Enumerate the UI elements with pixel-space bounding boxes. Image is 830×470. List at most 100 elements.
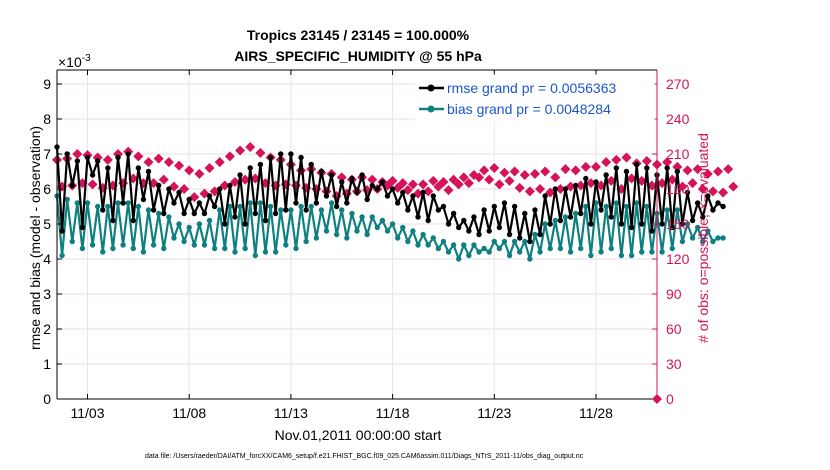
bias-point: [562, 214, 569, 220]
bias-point: [633, 200, 640, 206]
rmse-point: [644, 165, 650, 171]
chart-marks: [52, 142, 739, 404]
bias-point: [262, 249, 269, 255]
rmse-point: [715, 200, 721, 206]
y-tick-label-left: 7: [43, 146, 51, 162]
bias-point: [486, 249, 492, 255]
rmse-point: [181, 210, 187, 217]
rmse-point: [176, 189, 182, 196]
rmse-point: [110, 217, 116, 224]
obs-count-point: [499, 167, 510, 178]
bias-point: [623, 203, 630, 210]
obs-count-point: [723, 164, 734, 175]
y-tick-label-right: 180: [666, 181, 690, 197]
bias-point: [410, 228, 416, 234]
obs-count-point: [179, 184, 190, 194]
rmse-point: [171, 200, 177, 206]
bias-point: [705, 228, 711, 234]
bias-point: [140, 249, 147, 255]
bias-point: [196, 221, 203, 227]
obs-count-point: [453, 179, 464, 190]
y-axis-label-left: rmse and bias (model - observation): [27, 126, 43, 350]
obs-count-point: [641, 156, 652, 166]
bias-point: [461, 242, 467, 248]
obs-count-point: [484, 174, 495, 185]
rmse-point: [232, 214, 238, 220]
obs-count-point: [672, 161, 683, 172]
obs-count-point: [621, 152, 632, 163]
bias-point: [425, 242, 431, 248]
bias-point: [313, 235, 320, 241]
obs-count-point: [494, 179, 505, 190]
y-tick-label-left: 8: [43, 111, 51, 127]
rmse-point: [166, 186, 172, 192]
obs-count-point: [611, 154, 622, 165]
rmse-point: [308, 161, 314, 168]
y-tick-label-right: 0: [666, 391, 674, 407]
rmse-point: [517, 235, 523, 241]
rmse-point: [145, 168, 152, 175]
obs-count-point: [245, 142, 256, 152]
obs-count-point: [143, 157, 154, 168]
rmse-point: [572, 182, 579, 189]
obs-count-point: [474, 172, 485, 183]
bias-point: [430, 235, 436, 241]
obs-count-point: [728, 181, 739, 192]
bias-point: [115, 200, 121, 206]
rmse-point: [440, 203, 447, 210]
x-tick-label: 11/13: [274, 405, 308, 421]
obs-count-point: [702, 168, 713, 179]
bias-point: [166, 214, 172, 220]
bias-point: [694, 224, 701, 231]
bias-point: [511, 238, 518, 245]
rmse-point: [354, 189, 360, 196]
rmse-point: [639, 221, 645, 227]
rmse-point: [593, 179, 599, 185]
obs-count-point: [682, 165, 693, 176]
bias-point: [176, 221, 182, 227]
rmse-point: [242, 221, 248, 227]
rmse-point: [633, 161, 640, 168]
bias-point: [476, 249, 482, 255]
rmse-point: [211, 203, 218, 210]
bias-point: [588, 252, 594, 259]
bias-point: [700, 238, 706, 245]
obs-count-point: [387, 175, 398, 186]
bias-point: [242, 245, 248, 252]
obs-count-point: [667, 174, 678, 185]
rmse-point: [588, 221, 594, 227]
obs-count-point: [560, 164, 571, 175]
bias-point: [415, 242, 421, 248]
y-tick-label-right: 120: [666, 251, 690, 267]
rmse-point: [135, 165, 142, 171]
bias-point: [471, 242, 477, 248]
bias-point: [171, 235, 177, 241]
bias-point: [145, 207, 152, 213]
bias-point: [501, 238, 508, 245]
rmse-point: [323, 193, 330, 199]
bias-point: [420, 231, 426, 238]
bias-point: [506, 252, 513, 259]
x-tick-label: 11/23: [477, 405, 511, 421]
obs-count-point: [397, 178, 408, 189]
rmse-point: [394, 200, 401, 206]
obs-count-point: [153, 153, 164, 164]
obs-count-point: [407, 179, 418, 190]
obs-count-point: [229, 177, 240, 187]
y-tick-label-right: 30: [666, 356, 682, 372]
rmse-point: [496, 224, 503, 231]
rmse-point: [328, 172, 335, 178]
obs-count-point: [174, 160, 185, 171]
rmse-point: [547, 221, 553, 227]
rmse-point: [608, 214, 614, 220]
obs-count-point: [718, 187, 729, 198]
bias-point: [689, 235, 696, 241]
rmse-point: [155, 182, 162, 189]
obs-count-point: [489, 163, 500, 173]
obs-count-point: [519, 170, 530, 180]
bias-point: [603, 203, 609, 210]
bias-point: [323, 228, 330, 234]
rmse-point: [318, 168, 325, 175]
bias-point: [684, 221, 691, 227]
bias-point: [161, 245, 167, 252]
